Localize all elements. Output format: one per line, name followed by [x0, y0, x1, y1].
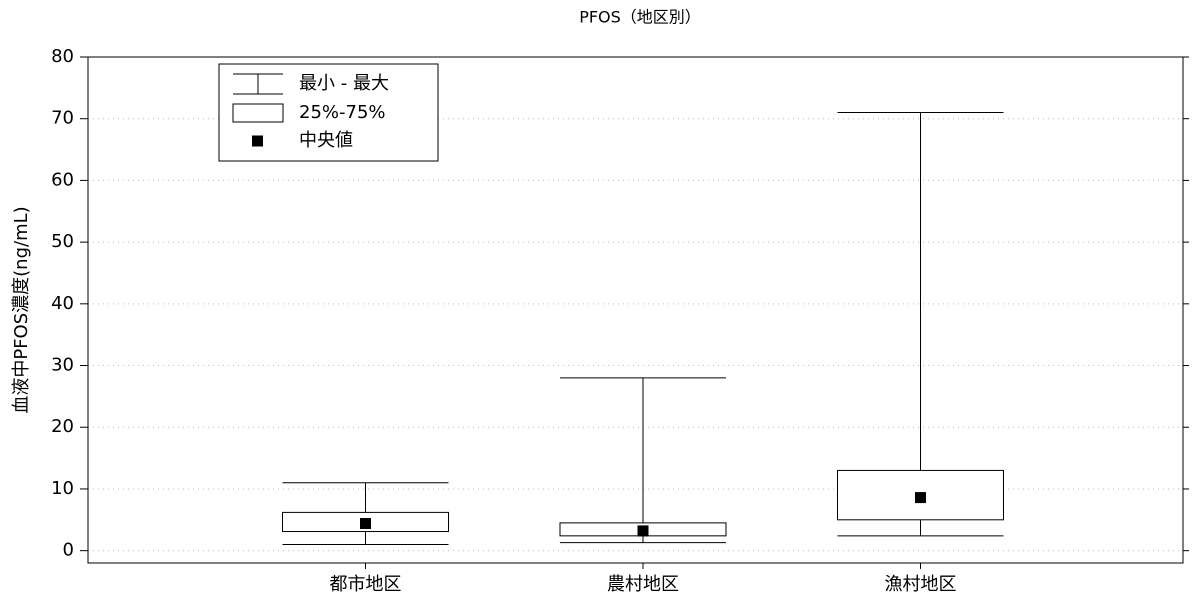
legend-box	[232, 103, 284, 123]
legend-median	[252, 135, 263, 147]
y-tick-label: 70	[51, 108, 74, 129]
y-tick-label: 0	[63, 540, 74, 561]
x-tick-label: 農村地区	[607, 574, 679, 595]
median-marker	[637, 525, 649, 537]
y-axis-label: 血液中PFOS濃度(ng/mL)	[11, 206, 32, 413]
y-tick-label: 40	[51, 293, 74, 314]
x-tick-label: 漁村地区	[885, 574, 957, 595]
median-marker	[915, 492, 926, 504]
y-tick-label: 60	[51, 169, 74, 190]
legend-label: 25%-75%	[299, 102, 386, 123]
plot-frame	[87, 56, 1184, 564]
y-tick-label: 50	[51, 231, 74, 252]
legend-label: 最小 - 最大	[299, 73, 389, 94]
y-tick-label: 30	[51, 355, 74, 376]
y-tick-label: 20	[51, 416, 74, 437]
median-marker	[360, 518, 371, 530]
y-tick-label: 80	[51, 46, 74, 67]
chart-title: PFOS（地区別）	[579, 8, 701, 27]
x-tick-label: 都市地区	[330, 574, 402, 595]
legend-label: 中央値	[299, 130, 353, 151]
y-tick-label: 10	[51, 478, 74, 499]
